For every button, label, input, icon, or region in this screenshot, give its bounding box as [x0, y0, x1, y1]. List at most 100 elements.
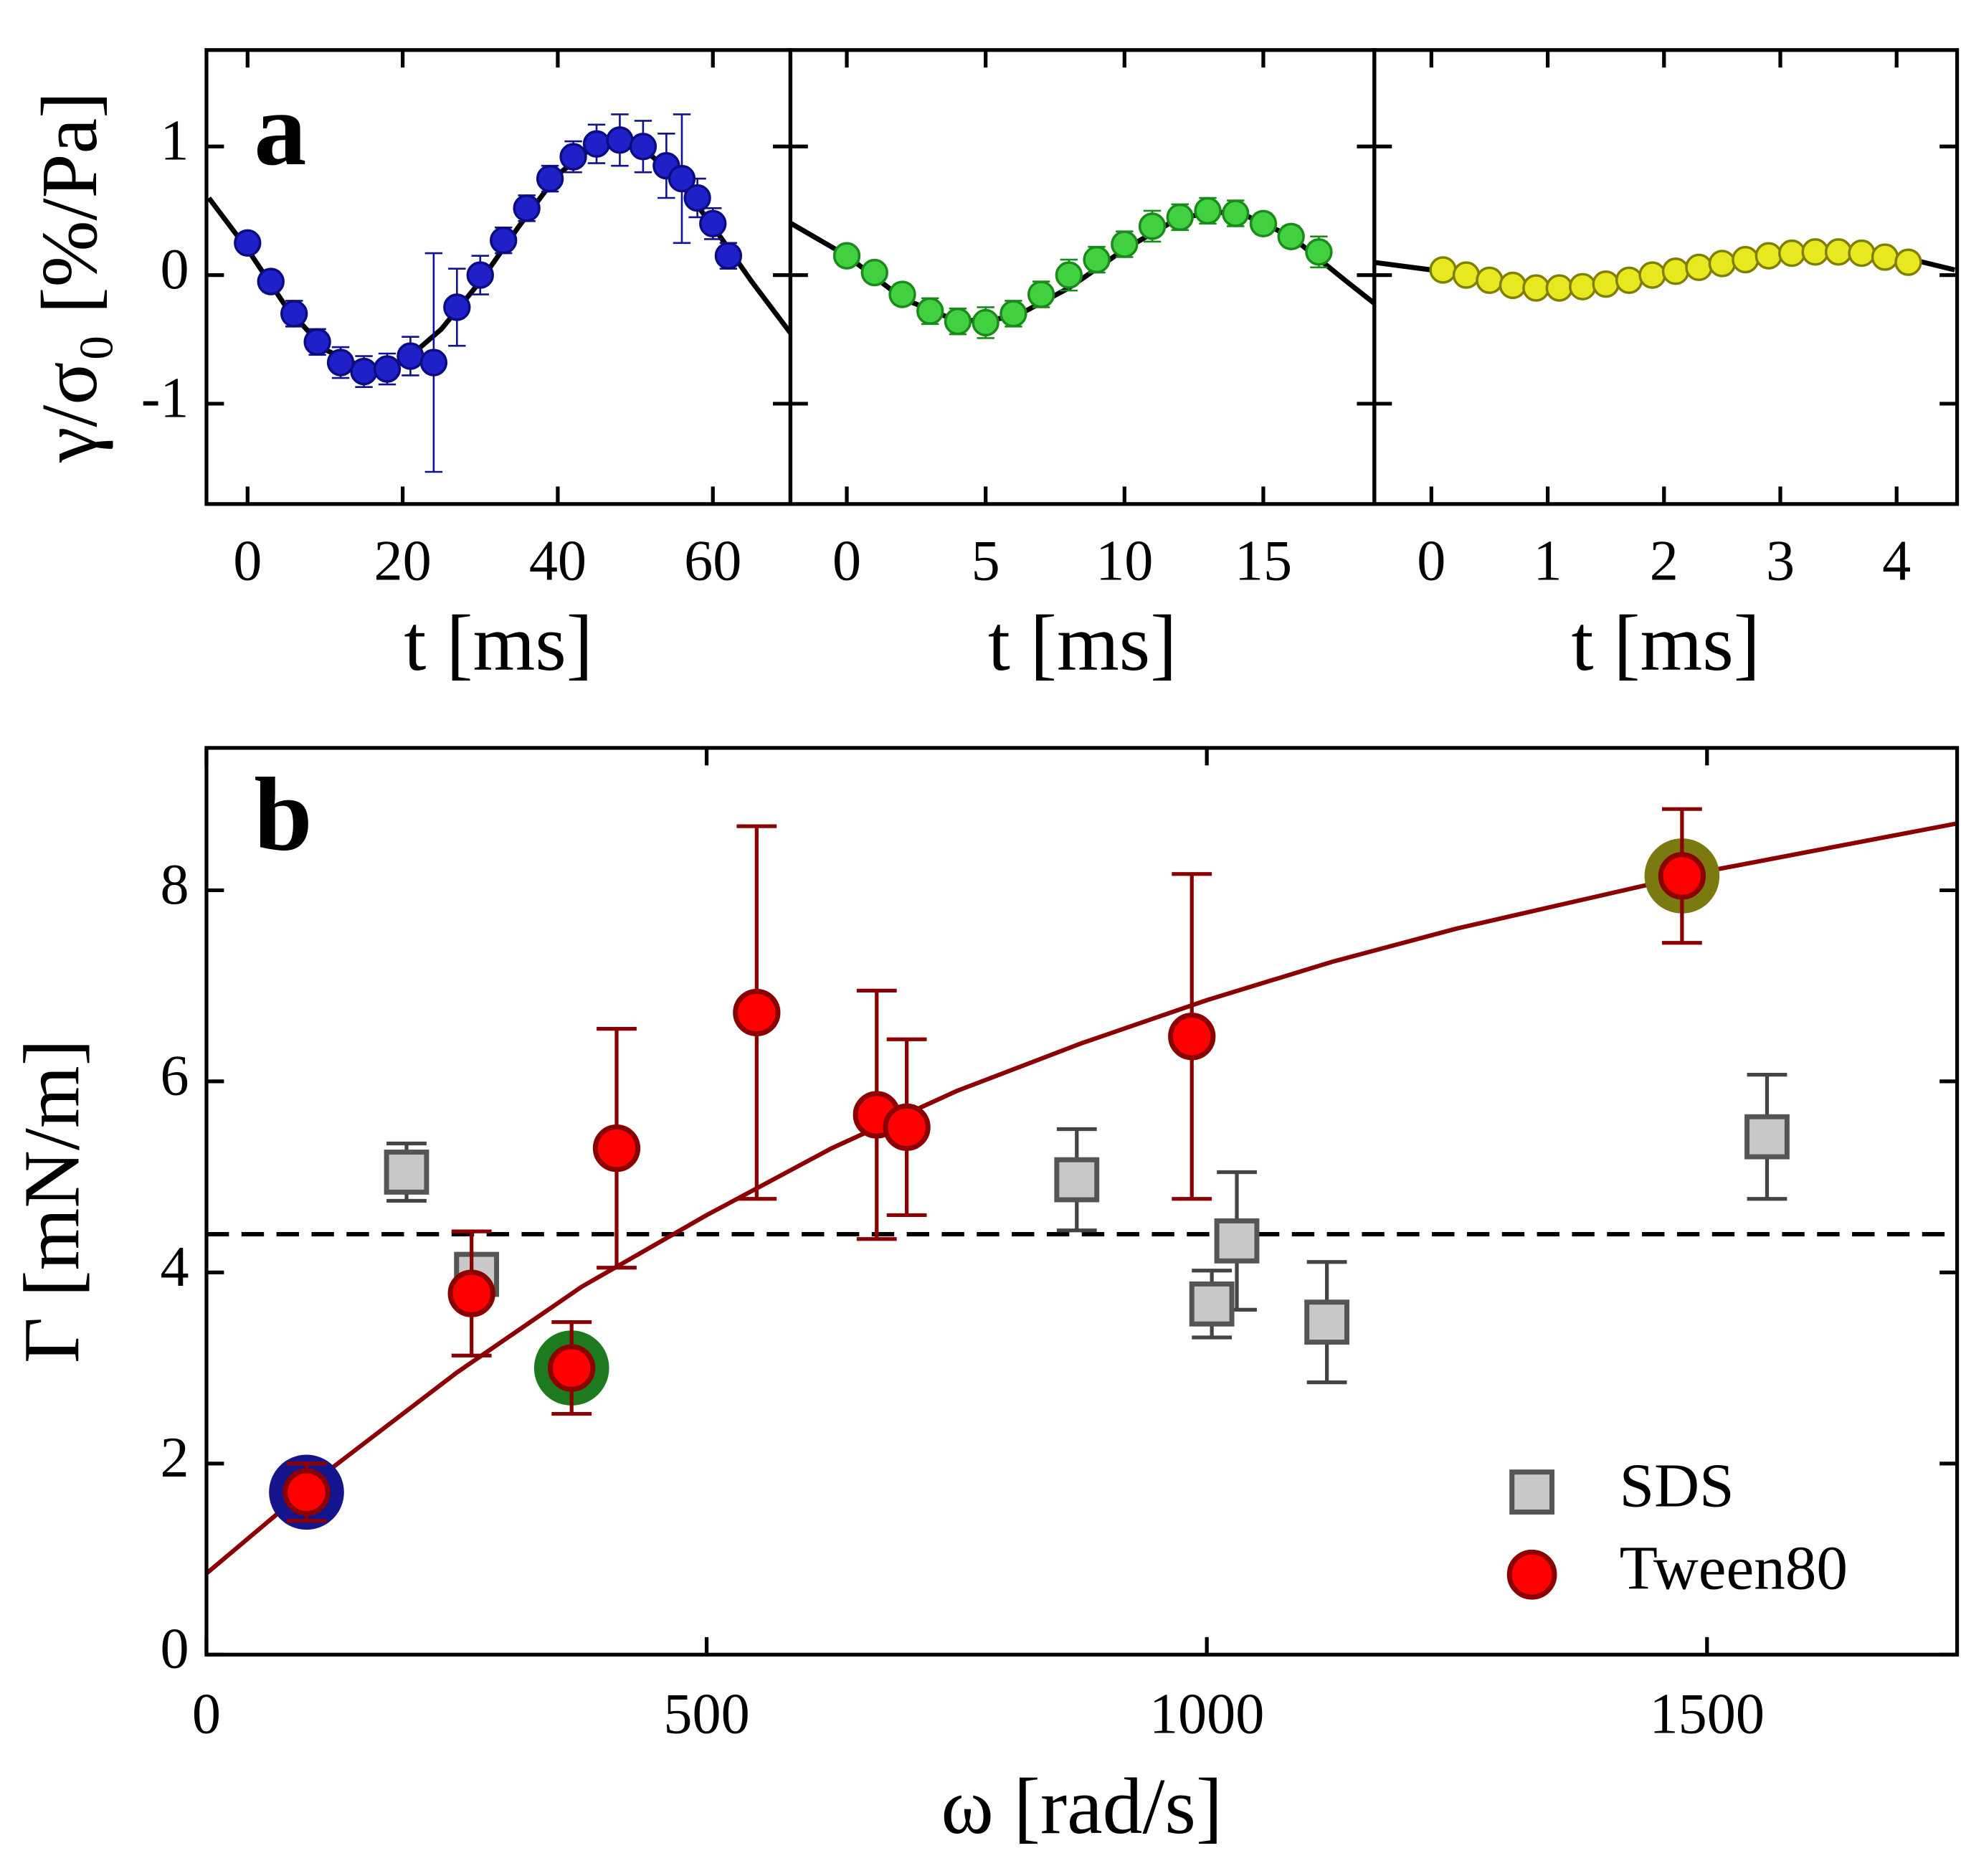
marker	[733, 988, 781, 1037]
marker	[1111, 230, 1139, 258]
y-tick-label: 0	[160, 238, 189, 301]
x-tick-label: 4	[1882, 529, 1911, 592]
marker	[384, 1150, 429, 1195]
marker	[860, 258, 888, 287]
y-tick-label: 1	[160, 110, 189, 173]
marker	[699, 209, 727, 238]
x-axis-label: t [ms]	[988, 600, 1177, 688]
marker	[592, 1124, 641, 1172]
x-tick-label: 1500	[1650, 1682, 1765, 1745]
y-tick-label: 6	[160, 1044, 189, 1107]
marker	[832, 242, 861, 270]
marker	[1222, 199, 1250, 227]
marker	[1452, 261, 1481, 289]
marker	[1801, 238, 1829, 266]
marker	[683, 184, 711, 212]
marker	[668, 164, 696, 193]
marker	[373, 355, 402, 383]
marker	[350, 357, 378, 386]
marker	[1168, 1013, 1216, 1061]
marker	[1658, 852, 1706, 900]
marker	[1592, 270, 1620, 298]
x-tick-label: 500	[663, 1682, 749, 1745]
x-tick-label: 20	[374, 529, 432, 592]
marker	[536, 164, 564, 193]
x-axis-label: ω [rad/s]	[941, 1763, 1222, 1851]
legend-label: SDS	[1620, 1451, 1734, 1520]
marker	[1778, 239, 1806, 267]
x-tick-label: 40	[529, 529, 587, 592]
marker	[1194, 196, 1222, 225]
marker	[606, 126, 634, 154]
x-tick-label: 0	[1417, 529, 1445, 592]
marker	[1138, 212, 1167, 240]
marker	[629, 133, 657, 161]
marker	[466, 261, 494, 289]
y-tick-label: 4	[160, 1236, 189, 1299]
marker	[443, 293, 471, 321]
marker	[1083, 245, 1111, 274]
marker	[1685, 253, 1713, 282]
marker	[397, 342, 424, 370]
marker	[1054, 1157, 1100, 1203]
x-tick-label: 10	[1096, 529, 1153, 592]
marker	[1708, 250, 1737, 278]
x-tick-label: 60	[684, 529, 741, 592]
marker	[1304, 1299, 1349, 1345]
marker	[1755, 242, 1782, 270]
marker	[513, 194, 541, 222]
marker	[1214, 1218, 1260, 1264]
plot-area	[206, 807, 1957, 1576]
marker	[1305, 238, 1333, 266]
x-tick-label: 15	[1235, 529, 1292, 592]
marker	[326, 349, 355, 376]
x-tick-label: 0	[233, 529, 262, 592]
marker	[1249, 209, 1278, 238]
marker	[1189, 1281, 1235, 1327]
x-tick-label: 1	[1534, 529, 1562, 592]
plot-area	[1374, 238, 1956, 302]
plot-area	[790, 196, 1374, 339]
marker	[1732, 245, 1760, 274]
y-axis-label: Γ [mN/m]	[9, 1039, 97, 1363]
marker	[1027, 280, 1055, 308]
plot-area	[206, 113, 791, 473]
x-tick-label: 3	[1766, 529, 1795, 592]
y-tick-label: 8	[160, 853, 189, 916]
marker	[1000, 300, 1027, 328]
marker	[1848, 239, 1876, 267]
panel-label: b	[254, 756, 312, 873]
x-axis-label: t [ms]	[1571, 600, 1760, 688]
legend-label: Tween80	[1620, 1533, 1848, 1603]
marker	[234, 229, 262, 257]
marker	[1522, 274, 1550, 302]
marker	[1429, 256, 1457, 284]
marker	[1744, 1114, 1790, 1160]
x-tick-label: 1000	[1149, 1682, 1264, 1745]
x-tick-label: 2	[1650, 529, 1679, 592]
marker	[447, 1269, 495, 1317]
marker	[1638, 261, 1666, 289]
marker	[282, 1468, 331, 1516]
marker	[1166, 203, 1194, 232]
marker	[559, 143, 587, 171]
y-tick-label: 2	[160, 1426, 189, 1489]
marker	[280, 300, 308, 328]
marker	[883, 1103, 931, 1151]
marker	[303, 328, 331, 356]
x-tick-label: 5	[972, 529, 1000, 592]
marker	[1476, 266, 1504, 294]
marker	[419, 349, 448, 376]
y-axis-label: γ/σ₀ [%/Pa]	[26, 92, 114, 463]
marker	[1569, 273, 1597, 300]
marker	[548, 1344, 596, 1392]
marker	[1055, 261, 1083, 289]
marker	[1277, 222, 1305, 250]
x-tick-label: 0	[832, 529, 861, 592]
x-tick-label: 0	[192, 1682, 221, 1745]
marker	[972, 308, 1000, 337]
marker	[1545, 274, 1573, 302]
marker	[490, 226, 518, 255]
marker	[1871, 243, 1899, 271]
legend-marker	[1509, 1469, 1554, 1515]
